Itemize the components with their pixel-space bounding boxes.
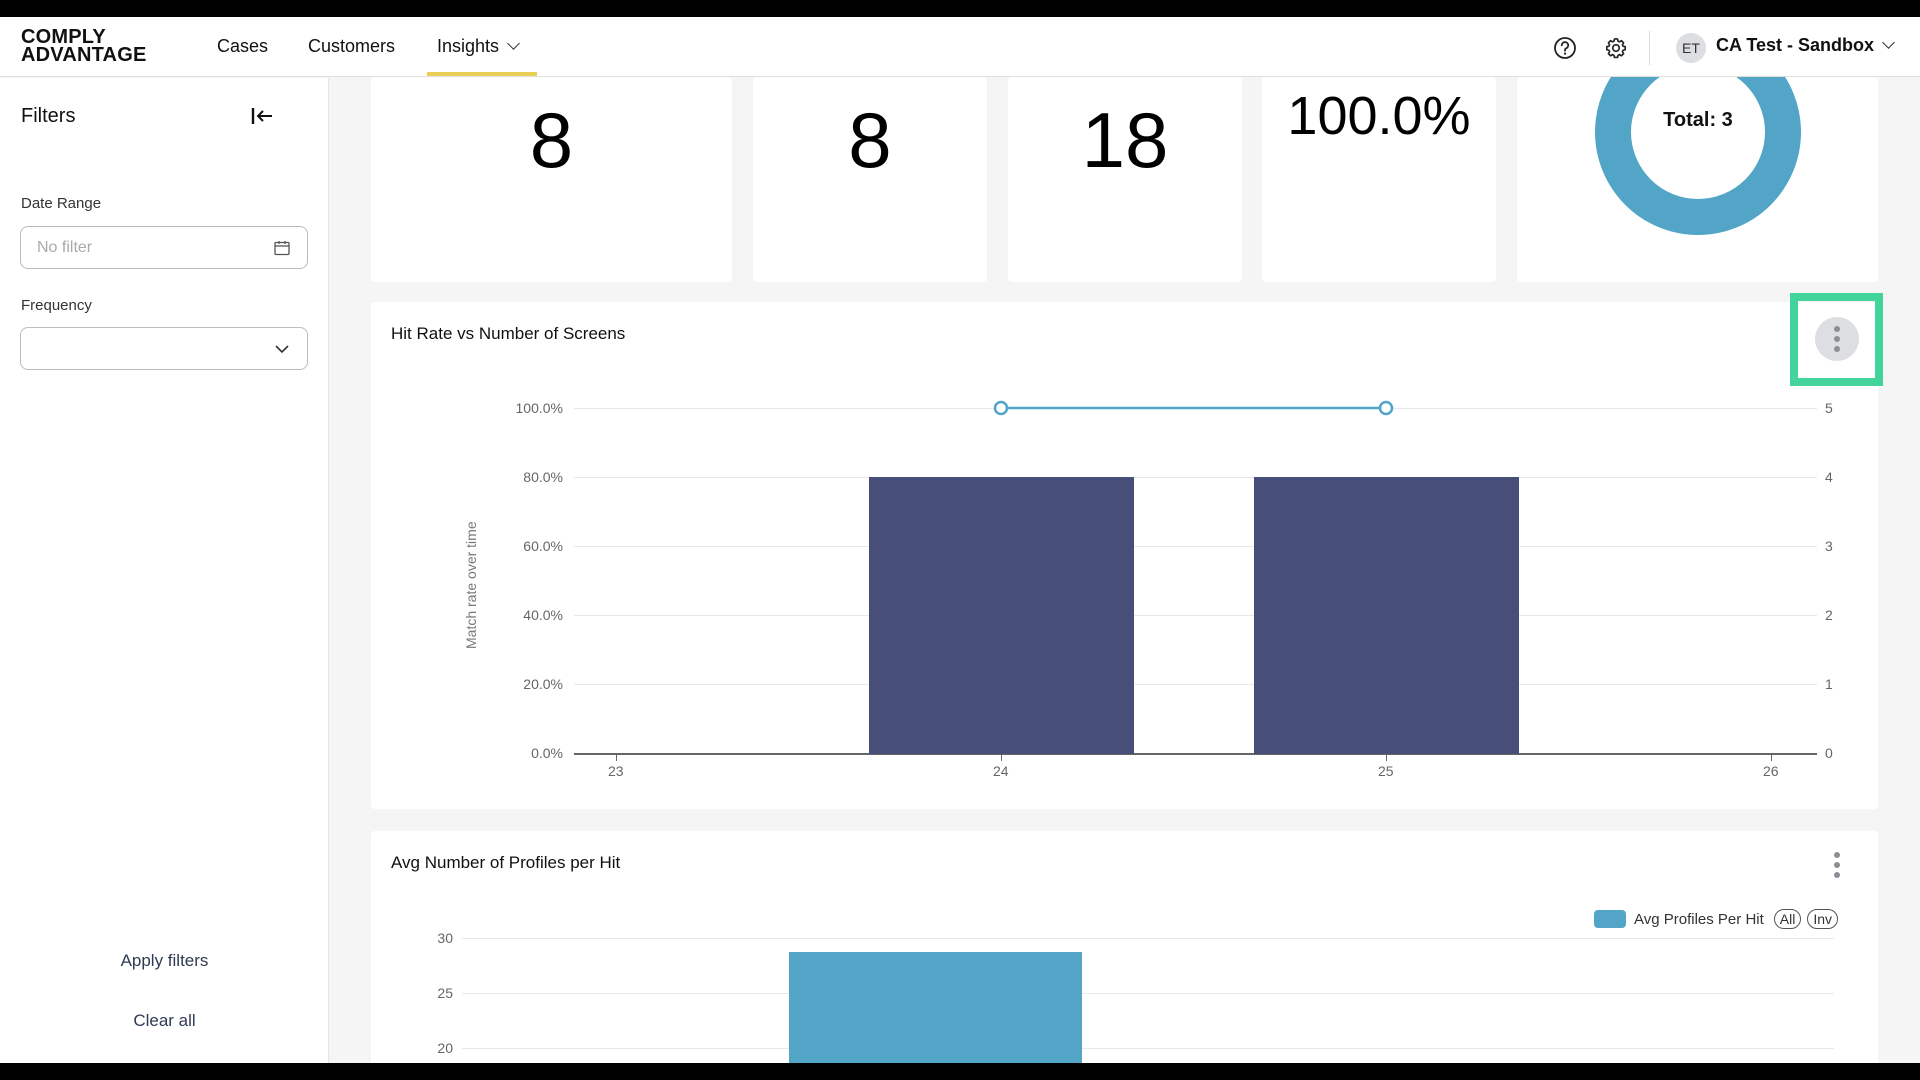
legend-swatch[interactable] [1594,910,1626,928]
filters-sidebar: Filters Date Range No filter Frequency A… [0,78,329,1063]
nav-insights[interactable]: Insights [437,36,520,57]
gridline [462,993,1834,994]
gridline [574,684,1817,685]
gridline [462,938,1834,939]
y-tick: 25 [437,985,453,1001]
x-tick-mark [1001,755,1002,761]
x-tick-label: 23 [608,763,624,779]
account-switcher[interactable]: CA Test - Sandbox [1716,35,1895,56]
chevron-down-icon [275,345,289,354]
stat-value: 8 [529,96,574,184]
date-range-input[interactable]: No filter [20,226,308,269]
logo-line-2: ADVANTAGE [21,44,147,66]
avg-profiles-chart-card: Avg Number of Profiles per Hit [371,831,1878,1063]
y-tick-right: 2 [1825,607,1833,623]
frequency-label: Frequency [21,297,92,314]
gridline [574,477,1817,478]
y-tick-left: 0.0% [531,745,563,761]
y-tick-right: 1 [1825,676,1833,692]
x-tick-label: 26 [1763,763,1779,779]
legend-all-button[interactable]: All [1773,909,1802,929]
chart-menu-button[interactable] [1815,317,1859,361]
settings-button[interactable] [1603,35,1629,61]
stat-card-donut: Total: 3 [1517,77,1878,282]
legend-invert-button[interactable]: Inv [1807,909,1839,929]
y-tick-right: 3 [1825,538,1833,554]
gridline [574,615,1817,616]
x-tick-label: 25 [1378,763,1394,779]
date-range-label: Date Range [21,195,102,212]
filters-title: Filters [21,105,76,127]
collapse-left-icon [251,108,272,124]
nav-customers[interactable]: Customers [308,36,396,56]
y-tick: 20 [437,1040,453,1056]
avatar[interactable]: ET [1676,33,1706,63]
legend-label[interactable]: Avg Profiles Per Hit [1634,910,1764,928]
account-name: CA Test - Sandbox [1716,35,1875,55]
y-tick-right: 0 [1825,745,1833,761]
chart-title: Avg Number of Profiles per Hit [391,853,621,872]
x-axis-line [574,753,1817,755]
chart-legend: Avg Profiles Per Hit All Inv [1594,909,1839,929]
logo[interactable]: COMPLY ADVANTAGE [21,26,147,66]
hit-rate-line [993,400,1394,416]
chart-title: Hit Rate vs Number of Screens [391,324,626,343]
stat-value-percent: 100.0% [1287,86,1471,146]
x-tick-label: 24 [993,763,1009,779]
date-range-placeholder: No filter [37,239,93,256]
bar-25[interactable] [1254,477,1519,754]
logo-line-1: COMPLY [21,26,106,48]
y-tick: 30 [437,930,453,946]
stat-value: 8 [848,96,892,184]
stat-card-4: 100.0% [1262,77,1496,282]
gear-icon [1605,37,1627,59]
stat-card-2: 8 [753,77,987,282]
top-navbar: COMPLY ADVANTAGE Cases Customers Insight… [0,17,1920,77]
screen-border-bottom [0,1063,1920,1080]
y-tick-left: 80.0% [523,469,563,485]
nav-cases[interactable]: Cases [217,36,269,56]
x-tick-mark [616,755,617,761]
nav-divider [1649,31,1650,65]
collapse-sidebar-button[interactable] [248,102,276,130]
donut-total-label: Total: 3 [1663,109,1733,131]
donut-chart[interactable]: Total: 3 [1595,77,1801,235]
active-tab-indicator [427,72,537,76]
gridline [462,1048,1834,1049]
bar-avg-profiles[interactable] [789,952,1082,1063]
y-tick-left: 100.0% [515,400,563,416]
question-circle-icon [1554,37,1576,59]
calendar-icon [274,241,290,256]
y-tick-right: 4 [1825,469,1833,485]
stat-card-1: 8 [371,77,732,282]
frequency-select[interactable] [20,327,308,370]
gridline [574,546,1817,547]
stat-card-3: 18 [1008,77,1242,282]
clear-all-button[interactable]: Clear all [133,1011,196,1030]
y-tick-right: 5 [1825,400,1833,416]
bar-24[interactable] [869,477,1134,754]
y-tick-left: 40.0% [523,607,563,623]
x-tick-mark [1386,755,1387,761]
stat-value: 18 [1081,96,1169,184]
help-button[interactable] [1552,35,1578,61]
nav-insights-label: Insights [437,36,500,56]
chart-menu-button[interactable] [1815,843,1859,887]
x-tick-mark [1771,755,1772,761]
y-tick-left: 60.0% [523,538,563,554]
app-screen: COMPLY ADVANTAGE Cases Customers Insight… [0,17,1920,1063]
y-tick-left: 20.0% [523,676,563,692]
apply-filters-button[interactable]: Apply filters [120,951,209,970]
